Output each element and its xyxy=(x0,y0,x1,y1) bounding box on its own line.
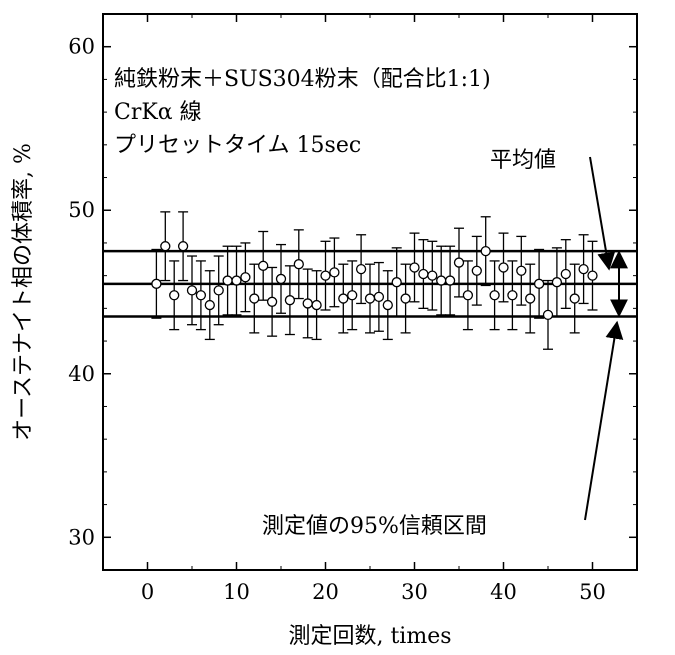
data-point xyxy=(453,257,465,268)
data-point xyxy=(578,263,589,275)
chart-title-line-2: CrKα 線 xyxy=(114,100,202,125)
data-point xyxy=(569,293,580,304)
data-point xyxy=(151,278,162,289)
data-point xyxy=(462,290,474,301)
data-point xyxy=(391,277,402,288)
data-point xyxy=(195,290,207,301)
data-point xyxy=(507,290,518,301)
data-point xyxy=(489,290,500,301)
data-point xyxy=(427,270,438,281)
data-point xyxy=(284,295,296,306)
data-point xyxy=(516,265,527,276)
y-tick-label: 30 xyxy=(68,525,95,549)
data-point xyxy=(533,278,545,289)
y-axis-ticks: 30 40 50 60 xyxy=(68,13,637,549)
data-point xyxy=(204,299,215,311)
data-point xyxy=(409,262,420,273)
data-point xyxy=(293,259,304,270)
data-point xyxy=(382,299,393,311)
x-axis-ticks: 0 10 20 30 40 50 xyxy=(102,14,638,604)
data-point xyxy=(329,267,340,278)
data-point xyxy=(551,277,563,288)
data-point xyxy=(347,290,358,301)
data-point xyxy=(249,293,260,304)
data-points xyxy=(151,211,598,350)
data-point xyxy=(436,275,447,286)
data-point xyxy=(302,298,313,309)
data-point xyxy=(364,293,376,304)
y-tick-label: 40 xyxy=(68,362,95,386)
data-point xyxy=(222,275,233,286)
data-point xyxy=(587,270,598,281)
x-axis-title: 測定回数, times xyxy=(288,624,451,649)
data-point xyxy=(444,275,456,286)
data-point xyxy=(498,262,509,273)
data-point xyxy=(186,285,198,296)
y-tick-label: 60 xyxy=(68,35,95,59)
data-point xyxy=(525,293,536,304)
ci-pointer-arrow xyxy=(584,320,624,521)
data-point xyxy=(213,285,224,296)
data-point xyxy=(542,309,554,321)
data-point xyxy=(231,275,242,286)
data-point xyxy=(311,299,322,311)
data-point xyxy=(418,268,429,280)
x-tick-label: 40 xyxy=(490,580,517,604)
x-tick-label: 0 xyxy=(141,580,154,604)
ci-annotation-label: 測定値の95%信頼区間 xyxy=(262,514,487,539)
y-tick-label: 50 xyxy=(68,198,95,222)
data-point xyxy=(160,241,171,252)
mean-annotation-label: 平均値 xyxy=(490,148,556,173)
data-point xyxy=(471,265,482,276)
data-point xyxy=(320,270,331,281)
data-point xyxy=(355,263,367,275)
data-point xyxy=(258,260,269,271)
data-point xyxy=(480,245,491,257)
data-point xyxy=(338,293,349,304)
data-point xyxy=(373,291,385,303)
x-tick-label: 30 xyxy=(401,580,428,604)
data-point xyxy=(266,296,278,307)
data-point xyxy=(275,273,287,285)
x-tick-label: 20 xyxy=(312,580,339,604)
data-point xyxy=(560,268,571,280)
data-point xyxy=(240,272,251,283)
data-point xyxy=(400,293,411,304)
data-point xyxy=(177,241,189,252)
mean-pointer-arrow xyxy=(589,156,616,271)
x-tick-label: 50 xyxy=(579,580,606,604)
x-tick-label: 10 xyxy=(223,580,250,604)
y-axis-title: オーステナイト相の体積率, % xyxy=(11,143,36,441)
annotation-arrows xyxy=(584,156,628,521)
data-point xyxy=(169,290,180,301)
chart-title-line-3: プリセットタイム 15sec xyxy=(114,133,361,158)
chart-title-line-1: 純鉄粉末＋SUS304粉末（配合比1:1) xyxy=(114,67,491,92)
